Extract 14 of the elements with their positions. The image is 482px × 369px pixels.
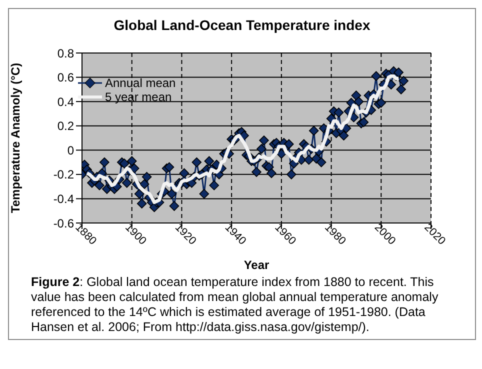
y-tick-label: 0.6 [57, 70, 74, 85]
y-tick-label: -0.2 [53, 168, 74, 182]
x-axis-title: Year [244, 258, 270, 272]
y-tick-label: 0 [67, 143, 74, 158]
y-tick-label: 0.2 [57, 119, 74, 134]
chart-title: Global Land-Ocean Temperature index [112, 16, 372, 35]
legend-label: Annual mean [105, 76, 176, 90]
y-axis-title: Temperature Anamoly (°C) [8, 62, 22, 214]
y-tick-label: -0.4 [53, 192, 74, 206]
y-tick-label: -0.6 [53, 216, 74, 230]
legend-label: 5 year mean [105, 90, 172, 104]
y-tick-label: 0.4 [57, 94, 74, 109]
caption: Figure 2: Global land ocean temperature index from 1880 to recent. This value has been calculated from mean global annual temperature anomaly referenced to the 14ºC which is estimated average of 1951-1980. (Data Hansen et al. 2006; From http://data.giss.nasa.gov/gistemp/). [30, 274, 440, 336]
y-tick-label: 0.8 [57, 46, 74, 60]
